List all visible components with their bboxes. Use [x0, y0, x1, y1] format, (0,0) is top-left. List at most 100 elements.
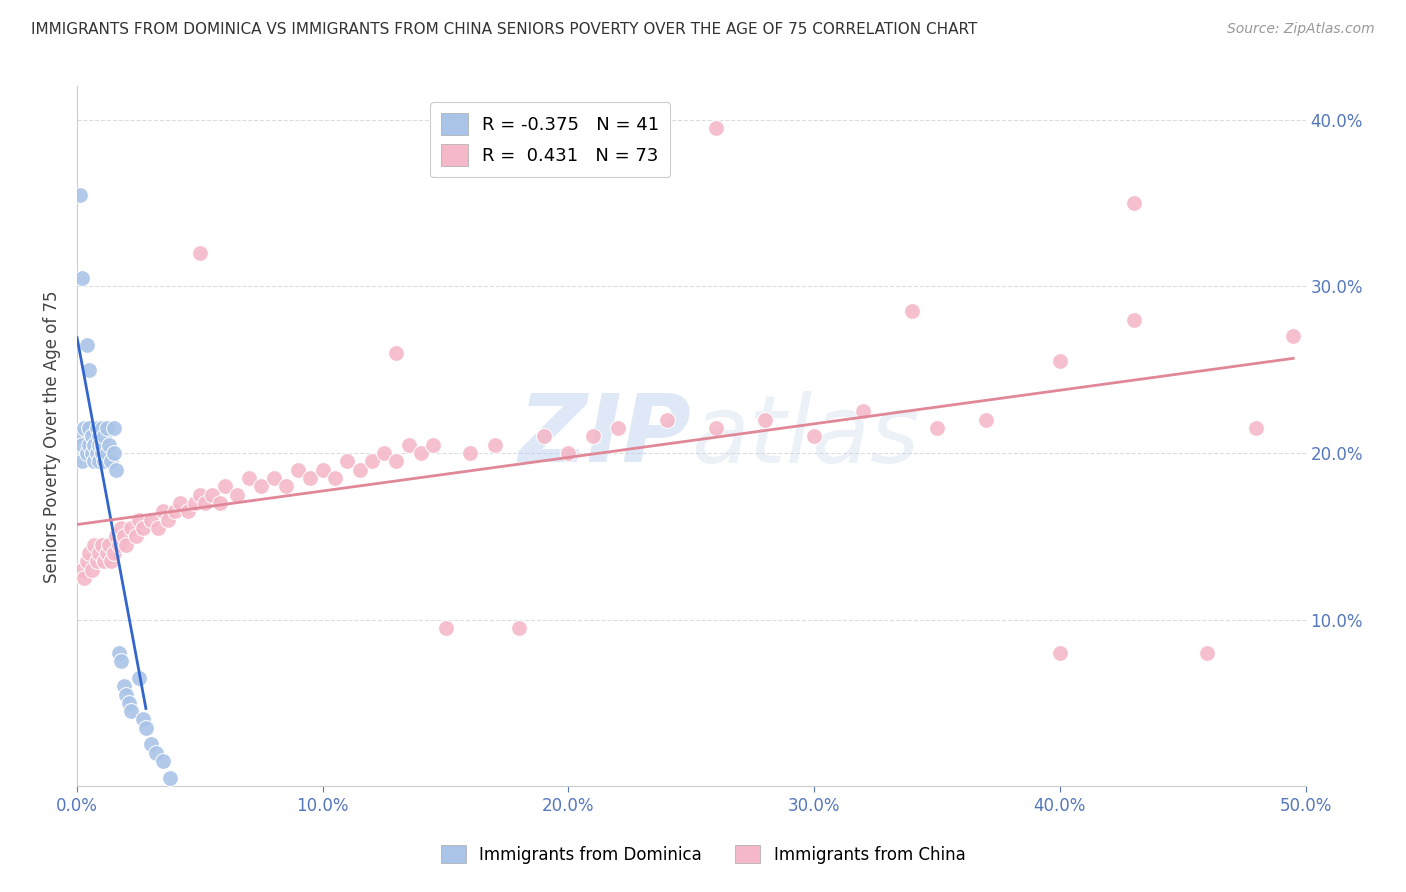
Point: [83, 454, 105, 468]
Point: [79, 546, 101, 560]
Point: [194, 496, 217, 510]
Point: [103, 546, 125, 560]
Point: [98, 537, 121, 551]
Point: [803, 429, 825, 443]
Point: [349, 462, 371, 476]
Point: [156, 512, 179, 526]
Point: [96, 446, 118, 460]
Text: IMMIGRANTS FROM DOMINICA VS IMMIGRANTS FROM CHINA SENIORS POVERTY OVER THE AGE O: IMMIGRANTS FROM DOMINICA VS IMMIGRANTS F…: [31, 22, 977, 37]
Point: [323, 471, 346, 485]
Point: [96, 421, 118, 435]
Point: [974, 412, 997, 426]
Point: [188, 487, 211, 501]
Point: [1282, 329, 1305, 343]
Legend: R = -0.375   N = 41, R =  0.431   N = 73: R = -0.375 N = 41, R = 0.431 N = 73: [430, 103, 671, 178]
Text: ZIP: ZIP: [519, 391, 692, 483]
Point: [398, 437, 420, 451]
Point: [201, 487, 224, 501]
Point: [83, 537, 105, 551]
Point: [146, 521, 169, 535]
Point: [90, 446, 112, 460]
Point: [103, 446, 125, 460]
Point: [422, 437, 444, 451]
Point: [373, 446, 395, 460]
Point: [86, 554, 108, 568]
Point: [169, 496, 191, 510]
Point: [184, 496, 207, 510]
Point: [70, 437, 93, 451]
Point: [704, 121, 727, 136]
Point: [70, 271, 93, 285]
Point: [115, 537, 138, 551]
Point: [79, 437, 101, 451]
Text: Source: ZipAtlas.com: Source: ZipAtlas.com: [1227, 22, 1375, 37]
Point: [69, 187, 91, 202]
Point: [132, 713, 155, 727]
Point: [93, 429, 115, 443]
Point: [1049, 646, 1071, 660]
Point: [208, 496, 231, 510]
Point: [139, 512, 162, 526]
Point: [139, 738, 162, 752]
Point: [274, 479, 297, 493]
Point: [83, 437, 105, 451]
Point: [110, 521, 132, 535]
Point: [385, 346, 408, 360]
Point: [70, 454, 93, 468]
Point: [120, 521, 142, 535]
Y-axis label: Seniors Poverty Over the Age of 75: Seniors Poverty Over the Age of 75: [44, 290, 60, 582]
Point: [70, 563, 93, 577]
Point: [132, 521, 155, 535]
Point: [214, 479, 236, 493]
Point: [135, 721, 157, 735]
Point: [112, 679, 135, 693]
Point: [115, 688, 138, 702]
Point: [69, 429, 91, 443]
Point: [299, 471, 322, 485]
Point: [1197, 646, 1219, 660]
Point: [100, 554, 122, 568]
Point: [1246, 421, 1268, 435]
Point: [165, 504, 187, 518]
Point: [73, 571, 96, 585]
Point: [110, 654, 132, 668]
Point: [484, 437, 506, 451]
Point: [79, 421, 101, 435]
Point: [533, 429, 555, 443]
Point: [98, 437, 121, 451]
Point: [925, 421, 948, 435]
Point: [312, 462, 335, 476]
Point: [103, 421, 125, 435]
Point: [128, 671, 150, 685]
Point: [754, 412, 776, 426]
Point: [76, 554, 98, 568]
Point: [96, 546, 118, 560]
Point: [557, 446, 579, 460]
Point: [79, 362, 101, 376]
Point: [90, 537, 112, 551]
Text: atlas: atlas: [692, 391, 920, 482]
Point: [188, 246, 211, 260]
Point: [1049, 354, 1071, 368]
Point: [105, 529, 128, 543]
Point: [434, 621, 457, 635]
Point: [361, 454, 384, 468]
Point: [508, 621, 530, 635]
Point: [86, 446, 108, 460]
Point: [93, 454, 115, 468]
Point: [105, 462, 128, 476]
Point: [1122, 312, 1144, 326]
Point: [89, 454, 111, 468]
Point: [655, 412, 678, 426]
Point: [225, 487, 247, 501]
Point: [336, 454, 359, 468]
Point: [80, 563, 103, 577]
Point: [89, 437, 111, 451]
Point: [93, 554, 115, 568]
Point: [704, 421, 727, 435]
Point: [458, 446, 481, 460]
Point: [125, 529, 148, 543]
Point: [287, 462, 309, 476]
Point: [176, 504, 198, 518]
Point: [145, 746, 167, 760]
